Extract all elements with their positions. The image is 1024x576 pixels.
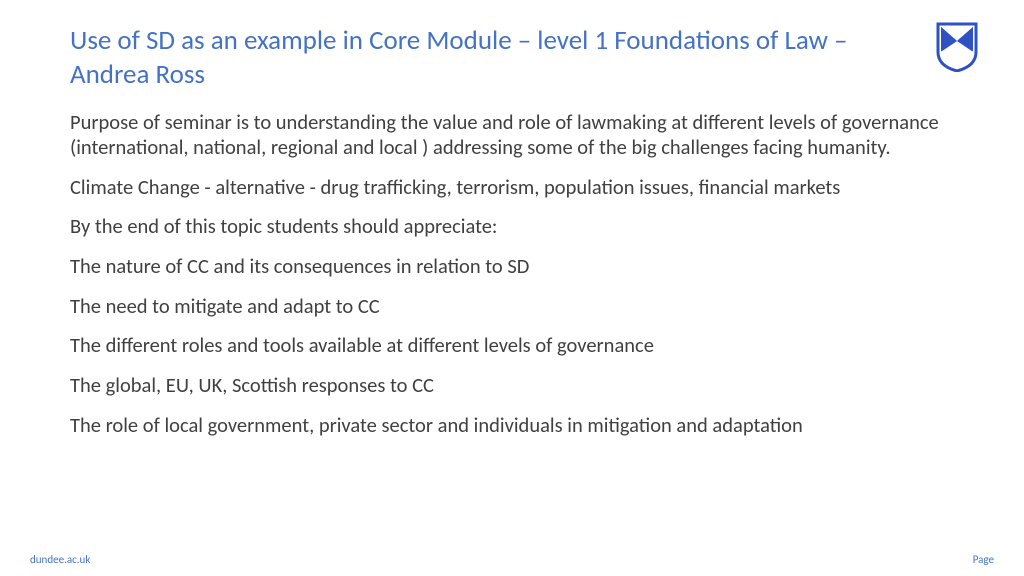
slide-title: Use of SD as an example in Core Module –… [70, 24, 954, 92]
university-shield-logo [936, 22, 978, 72]
paragraph: The nature of CC and its consequences in… [70, 254, 954, 280]
slide: Use of SD as an example in Core Module –… [0, 0, 1024, 576]
paragraph: The need to mitigate and adapt to CC [70, 294, 954, 320]
paragraph: Climate Change - alternative - drug traf… [70, 175, 954, 201]
paragraph: The global, EU, UK, Scottish responses t… [70, 373, 954, 399]
paragraph: The different roles and tools available … [70, 333, 954, 359]
slide-body: Purpose of seminar is to understanding t… [70, 110, 954, 439]
paragraph: The role of local government, private se… [70, 413, 954, 439]
paragraph: By the end of this topic students should… [70, 214, 954, 240]
slide-footer: dundee.ac.uk Page [0, 553, 1024, 566]
paragraph: Purpose of seminar is to understanding t… [70, 110, 954, 161]
footer-url: dundee.ac.uk [30, 553, 90, 566]
footer-page: Page [973, 553, 994, 566]
